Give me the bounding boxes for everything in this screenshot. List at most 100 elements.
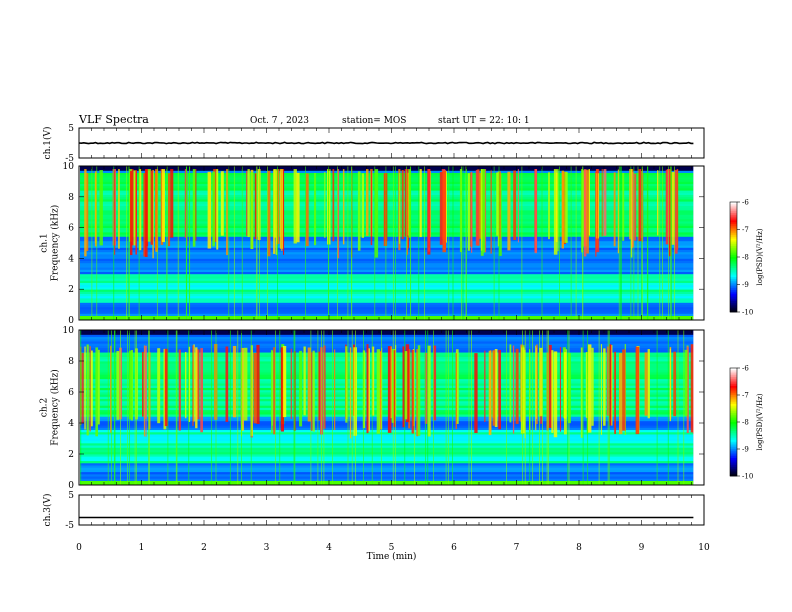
ch1-spectrogram-burst	[613, 172, 616, 247]
ch2-colorbar-swatch	[730, 423, 737, 426]
ch2-spectrogram-panel: 0 2 4 6 8 10 ch.2Frequency (kHz)	[40, 326, 705, 491]
ch1-colorbar-swatch	[730, 280, 737, 284]
ch1-colorbar-swatch	[730, 251, 737, 254]
ch2-spectrogram-burst	[553, 351, 558, 438]
ch2-colorbar-swatch	[730, 445, 737, 448]
ch2-spectrogram-burst	[299, 350, 303, 427]
ch1-spectrogram-burst	[490, 170, 492, 254]
ch2-colorbar-swatch	[730, 416, 737, 419]
ch2-colorbar-tick-label: -6	[742, 365, 749, 373]
ch1-spectrogram-ytick-label: 6	[68, 224, 74, 234]
ch2-colorbar-swatch	[730, 468, 737, 471]
ch1-spectrogram-band	[80, 254, 694, 257]
ch2-colorbar-tick-label: -8	[742, 419, 749, 427]
ch2-spectrogram-burst	[178, 349, 181, 431]
ch1-colorbar-swatch	[730, 273, 737, 276]
ch2-spectrogram-burst	[378, 351, 382, 430]
ch2-colorbar-swatch	[730, 436, 737, 439]
ch1-spectrogram-burst	[401, 170, 404, 240]
ch2-spectrogram-burst	[196, 349, 200, 420]
ch2-colorbar-swatch	[730, 452, 737, 455]
ch2-spectrogram-band	[80, 343, 694, 346]
ch2-spectrogram-burst	[193, 344, 195, 422]
ch2-colorbar-swatch	[730, 470, 737, 473]
ch1-colorbar-swatch	[730, 249, 737, 252]
ch1-spectrogram-burst	[496, 172, 499, 236]
ch2-colorbar-swatch	[730, 395, 737, 398]
ch1-colorbar-swatch	[730, 304, 737, 307]
ch2-spectrogram-band	[80, 383, 694, 386]
ch2-spectrogram-burst	[256, 344, 260, 424]
ch1-colorbar-swatch	[730, 264, 737, 267]
figure-date: Oct. 7 , 2023	[250, 116, 309, 126]
figure-start-time: start UT = 22: 10: 1	[438, 116, 530, 126]
ch2-spectrogram-burst	[521, 347, 525, 434]
ch1-spectrogram-burst	[442, 171, 446, 253]
ch2-colorbar-swatch	[730, 427, 737, 430]
ch1-colorbar-swatch	[730, 282, 737, 285]
ch2-spectrogram-band	[80, 436, 694, 439]
ch1-colorbar-swatch	[730, 209, 737, 212]
ch1-spectrogram-burst	[283, 169, 285, 255]
ch1-colorbar-swatch	[730, 202, 737, 205]
ch1-voltage-ytick-label: -5	[65, 154, 74, 164]
ch2-spectrogram-burst	[494, 348, 498, 427]
ch2-spectrogram-band	[80, 434, 694, 437]
ch1-spectrogram-burst	[296, 172, 300, 243]
ch1-spectrogram-burst	[471, 171, 473, 253]
ch2-spectrogram-burst	[411, 349, 414, 434]
ch2-spectrogram-burst	[243, 347, 248, 421]
ch1-spectrogram-burst	[583, 169, 587, 257]
ch2-colorbar-swatch	[730, 467, 737, 470]
ch2-spectrogram-band	[80, 476, 694, 479]
ch1-spectrogram-burst	[267, 170, 271, 257]
ch2-spectrogram-band	[80, 365, 694, 369]
ch1-colorbar-title: log(PSD)(V²/Hz)	[756, 228, 764, 285]
ch2-spectrogram-burst	[185, 351, 187, 419]
ch2-spectrogram-burst	[568, 353, 571, 424]
ch2-spectrogram-burst	[97, 349, 100, 425]
ch1-spectrogram-ytick-label: 4	[68, 254, 74, 264]
time-tick-label: 0	[76, 543, 82, 553]
ch3-voltage-ytick-label: 5	[68, 491, 74, 501]
ch1-spectrogram-band	[80, 269, 694, 272]
ch1-spectrogram-burst	[147, 169, 151, 242]
ch2-spectrogram-band	[80, 427, 694, 431]
ch3-voltage-ylabel-line: ch.3(V)	[42, 494, 53, 527]
ch1-spectrogram-band	[80, 313, 694, 316]
ch2-colorbar-swatch	[730, 425, 737, 428]
ch1-spectrogram-burst	[361, 173, 364, 238]
ch1-spectrogram-burst	[130, 171, 133, 256]
ch2-spectrogram-burst	[551, 350, 554, 433]
ch2-colorbar-swatch	[730, 378, 737, 381]
figure-station: station= MOS	[342, 116, 406, 126]
ch2-spectrogram-burst	[91, 350, 93, 427]
ch1-colorbar-swatch	[730, 242, 737, 245]
ch2-spectrogram-band	[80, 416, 694, 419]
ch1-spectrogram-burst	[497, 171, 499, 247]
ch2-spectrogram-band	[80, 385, 694, 388]
ch1-spectrogram-burst	[622, 172, 625, 241]
ch1-spectrogram-burst	[513, 170, 517, 241]
ch2-spectrogram-burst	[368, 348, 370, 432]
ch2-colorbar-swatch	[730, 432, 737, 435]
ch2-spectrogram-burst	[488, 350, 492, 436]
ch2-colorbar-swatch	[730, 389, 737, 392]
ch2-spectrogram-burst	[312, 350, 315, 432]
ch1-spectrogram-burst	[483, 169, 486, 253]
ch1-colorbar-swatch	[730, 253, 737, 256]
ch1-spectrogram-band	[80, 170, 694, 173]
ch1-spectrogram-burst	[332, 169, 335, 242]
ch2-spectrogram-burst	[647, 349, 650, 419]
ch2-colorbar-swatch	[730, 404, 737, 407]
ch3-voltage-ytick-label: -5	[65, 521, 74, 531]
ch2-spectrogram-band	[80, 369, 694, 373]
ch2-spectrogram-burst	[273, 347, 276, 435]
ch2-colorbar-swatch	[730, 418, 737, 421]
ch2-colorbar-swatch	[730, 465, 737, 468]
ch2-spectrogram-burst	[427, 345, 431, 437]
ch1-voltage-trace	[78, 141, 694, 145]
ch1-spectrogram-burst	[399, 173, 401, 244]
ch2-spectrogram-burst	[417, 345, 421, 436]
time-tick-label: 9	[639, 543, 645, 553]
